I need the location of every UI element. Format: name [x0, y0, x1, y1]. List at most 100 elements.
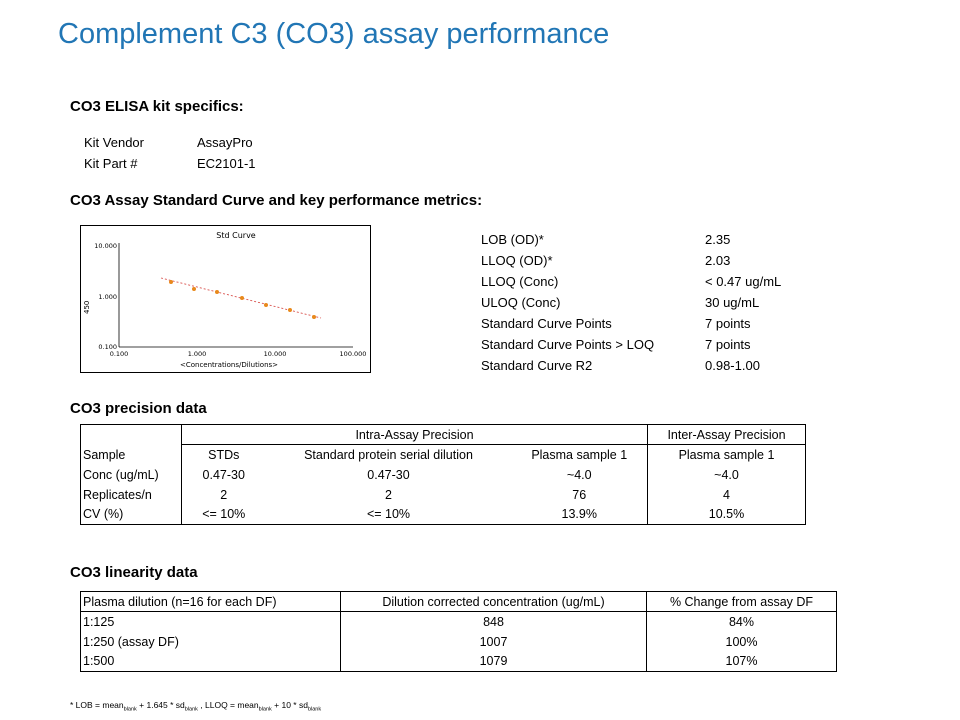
metric-name: LLOQ (OD)* [481, 253, 553, 268]
table-row: Conc (ug/mL) 0.47-30 0.47-30 ~4.0 ~4.0 [80, 464, 806, 485]
metric-value: 2.35 [705, 232, 731, 247]
footnote-subscript: blank [258, 706, 272, 713]
table-cell: 107% [646, 651, 837, 672]
metric-value: 2.03 [705, 253, 731, 268]
table-cell: Conc (ug/mL) [80, 464, 182, 485]
curve-point [215, 290, 219, 294]
table-row: CV (%) <= 10% <= 10% 13.9% 10.5% [80, 504, 806, 525]
table-cell: ~4.0 [511, 464, 648, 485]
x-axis-label: <Concentrations/Dilutions> [180, 361, 278, 369]
footnote-text: , LLOQ = mean [197, 700, 259, 710]
precision-col-header: Sample [80, 444, 182, 465]
table-cell: <= 10% [265, 504, 512, 525]
precision-col-header: Standard protein serial dilution [265, 444, 512, 465]
table-cell: 1:125 [80, 611, 341, 632]
metric-value: 7 points [705, 337, 751, 352]
table-cell: <= 10% [181, 504, 266, 525]
curve-point [264, 303, 268, 307]
inter-assay-header: Inter-Assay Precision [647, 424, 806, 445]
metric-name: Standard Curve Points [481, 316, 612, 331]
kit-vendor-label: Kit Vendor [84, 135, 144, 150]
table-cell: 4 [647, 484, 806, 505]
y-axis-label: 450 [83, 301, 91, 314]
table-row: Replicates/n 2 2 76 4 [80, 484, 806, 505]
precision-corner-cell [80, 424, 182, 445]
metric-name: LLOQ (Conc) [481, 274, 559, 289]
precision-column-header-row: Sample STDs Standard protein serial dilu… [80, 444, 806, 465]
linearity-col-header: Plasma dilution (n=16 for each DF) [80, 591, 341, 612]
table-cell: CV (%) [80, 504, 182, 525]
metric-row: Standard Curve Points 7 points [481, 313, 781, 334]
table-row: 1:125 848 84% [80, 611, 837, 632]
linearity-col-header: % Change from assay DF [646, 591, 837, 612]
precision-heading: CO3 precision data [70, 400, 207, 417]
linearity-header-row: Plasma dilution (n=16 for each DF) Dilut… [80, 591, 837, 612]
metric-name: Standard Curve Points > LOQ [481, 337, 655, 352]
plot-title: Std Curve [216, 231, 256, 240]
metric-name: Standard Curve R2 [481, 358, 593, 373]
x-tick-label: 1.000 [188, 350, 207, 358]
precision-col-header: Plasma sample 1 [647, 444, 806, 465]
curve-point [240, 296, 244, 300]
footnote-subscript: blank [184, 706, 198, 713]
table-cell: 1007 [340, 631, 647, 652]
footnote-text: * LOB = mean [70, 700, 124, 710]
standard-curve-plot: Std Curve 10.000 1.000 0.100 450 0.100 1… [80, 225, 371, 373]
footnote-text: + 10 * sd [271, 700, 308, 710]
intra-assay-header: Intra-Assay Precision [181, 424, 648, 445]
metric-name: LOB (OD)* [481, 232, 544, 247]
kit-heading: CO3 ELISA kit specifics: [70, 98, 244, 115]
performance-metrics-table: LOB (OD)* 2.35 LLOQ (OD)* 2.03 LLOQ (Conc)… [481, 229, 781, 376]
x-tick-label: 10.000 [264, 350, 287, 358]
y-tick-label: 1.000 [98, 293, 117, 301]
table-cell: 10.5% [647, 504, 806, 525]
metric-value: < 0.47 ug/mL [705, 274, 782, 289]
table-row: 1:250 (assay DF) 1007 100% [80, 631, 837, 652]
table-cell: 13.9% [511, 504, 648, 525]
table-cell: 848 [340, 611, 647, 632]
kit-part-label: Kit Part # [84, 156, 138, 171]
metric-row: Standard Curve Points > LOQ 7 points [481, 334, 781, 355]
y-tick-label: 0.100 [98, 343, 117, 351]
metric-value: 30 ug/mL [705, 295, 760, 310]
table-cell: 100% [646, 631, 837, 652]
table-row: 1:500 1079 107% [80, 651, 837, 672]
fit-line [160, 277, 322, 319]
linearity-table: Plasma dilution (n=16 for each DF) Dilut… [80, 591, 837, 672]
curve-point [312, 315, 316, 319]
metric-row: Standard Curve R2 0.98-1.00 [481, 355, 781, 376]
footnote-subscript: blank [123, 706, 137, 713]
y-tick-label: 10.000 [94, 242, 117, 250]
footnote-subscript: blank [307, 706, 322, 713]
curve-point [169, 280, 173, 284]
table-cell: 1:500 [80, 651, 341, 672]
table-cell: 76 [511, 484, 648, 505]
precision-col-header: STDs [181, 444, 266, 465]
kit-vendor-value: AssayPro [197, 135, 253, 150]
table-cell: 1:250 (assay DF) [80, 631, 341, 652]
footnote: * LOB = meanblank + 1.645 * sdblank , LL… [70, 700, 321, 713]
precision-col-header: Plasma sample 1 [511, 444, 648, 465]
page-title: Complement C3 (CO3) assay performance [58, 18, 610, 50]
precision-group-header-row: Intra-Assay Precision Inter-Assay Precis… [80, 424, 806, 445]
curve-point [288, 308, 292, 312]
table-cell: 0.47-30 [367, 467, 410, 482]
table-cell: 2 [220, 487, 228, 502]
metric-row: LLOQ (OD)* 2.03 [481, 250, 781, 271]
table-cell: ~4.0 [647, 464, 806, 485]
linearity-col-header: Dilution corrected concentration (ug/mL) [340, 591, 647, 612]
table-cell: 1079 [340, 651, 647, 672]
metric-row: LLOQ (Conc) < 0.47 ug/mL [481, 271, 781, 292]
curve-point [192, 287, 196, 291]
metric-row: LOB (OD)* 2.35 [481, 229, 781, 250]
x-tick-label: 0.100 [110, 350, 129, 358]
table-cell: 84% [646, 611, 837, 632]
metric-value: 7 points [705, 316, 751, 331]
metric-value: 0.98-1.00 [705, 358, 760, 373]
linearity-heading: CO3 linearity data [70, 564, 198, 581]
precision-table: Intra-Assay Precision Inter-Assay Precis… [80, 424, 806, 525]
table-cell: 2 [385, 487, 392, 502]
table-cell: 0.47-30 [202, 467, 245, 482]
kit-part-value: EC2101-1 [197, 156, 256, 171]
metric-row: ULOQ (Conc) 30 ug/mL [481, 292, 781, 313]
